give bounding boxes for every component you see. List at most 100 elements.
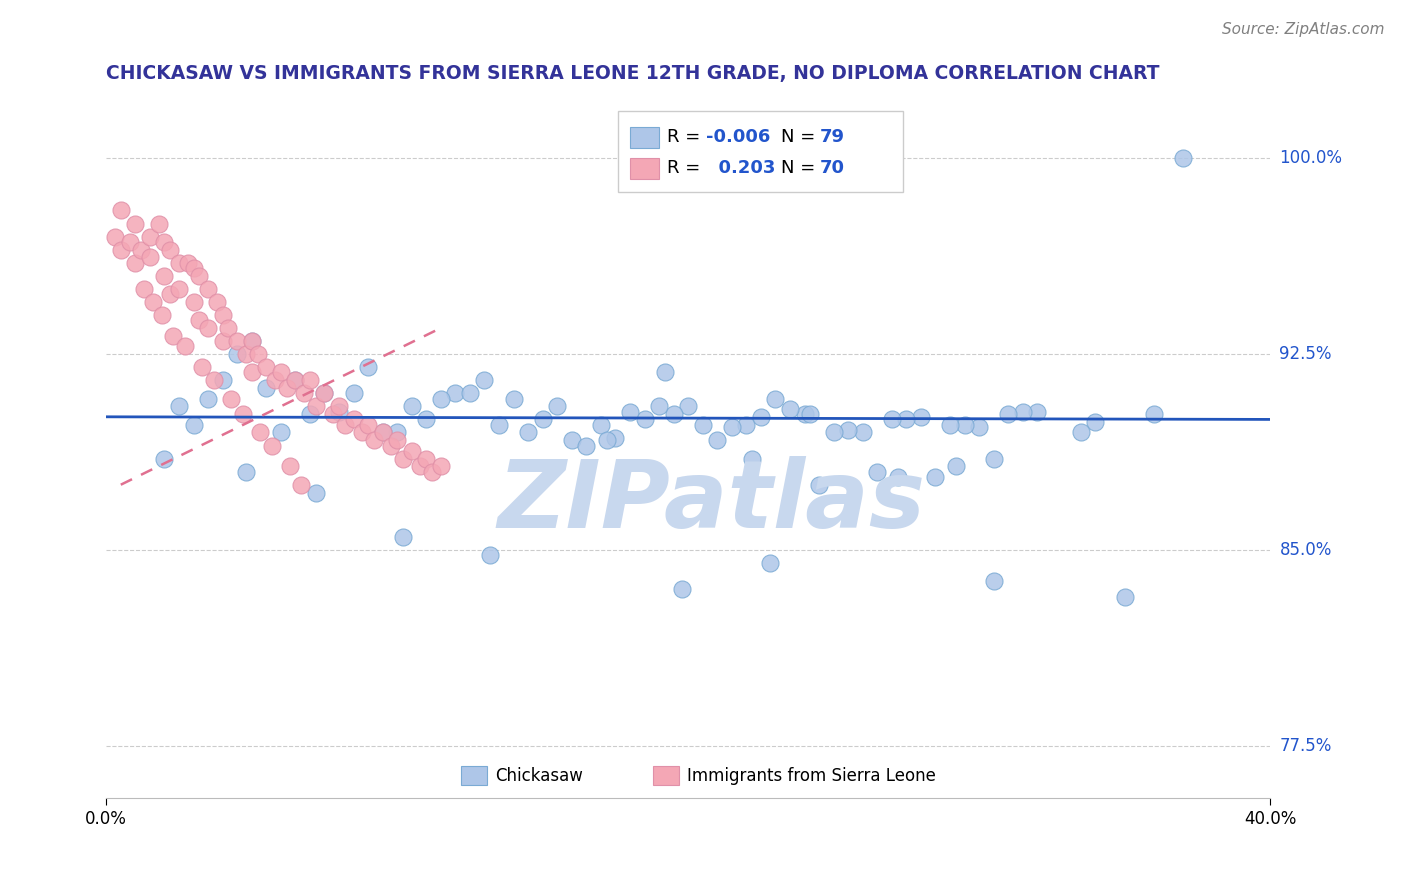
- Point: [211, 308, 233, 322]
- Point: [1143, 407, 1166, 421]
- Point: [1084, 415, 1107, 429]
- Point: [305, 485, 328, 500]
- Point: [352, 425, 374, 440]
- Point: [531, 412, 554, 426]
- Point: [197, 392, 219, 406]
- Point: [720, 420, 742, 434]
- Point: [692, 417, 714, 432]
- Point: [118, 235, 141, 249]
- Point: [939, 417, 962, 432]
- Point: [104, 229, 127, 244]
- Point: [852, 425, 875, 440]
- Point: [799, 407, 821, 421]
- Point: [153, 268, 176, 283]
- Point: [575, 438, 598, 452]
- Point: [880, 412, 903, 426]
- Point: [793, 407, 815, 421]
- Point: [305, 400, 328, 414]
- Point: [401, 400, 423, 414]
- Point: [654, 366, 676, 380]
- Point: [262, 438, 284, 452]
- Text: 0.203: 0.203: [706, 160, 775, 178]
- Point: [264, 373, 287, 387]
- Point: [415, 451, 437, 466]
- Point: [110, 203, 132, 218]
- Point: [546, 400, 568, 414]
- Point: [211, 334, 233, 348]
- Point: [662, 407, 685, 421]
- Point: [183, 417, 205, 432]
- Point: [758, 556, 780, 570]
- Point: [561, 434, 583, 448]
- Point: [749, 409, 772, 424]
- Point: [148, 217, 170, 231]
- Point: [328, 404, 350, 418]
- Point: [924, 470, 946, 484]
- Point: [648, 400, 671, 414]
- Point: [226, 347, 249, 361]
- Text: 92.5%: 92.5%: [1279, 345, 1331, 363]
- Point: [197, 282, 219, 296]
- Point: [886, 470, 908, 484]
- Point: [823, 425, 845, 440]
- Point: [240, 334, 263, 348]
- Point: [129, 243, 152, 257]
- Text: N =: N =: [782, 128, 821, 146]
- Point: [314, 386, 336, 401]
- Point: [1114, 590, 1136, 604]
- Point: [322, 407, 344, 421]
- Point: [1070, 425, 1092, 440]
- Bar: [461, 765, 486, 786]
- Point: [502, 392, 524, 406]
- Point: [298, 407, 321, 421]
- Text: Chickasaw: Chickasaw: [495, 766, 583, 785]
- Point: [595, 434, 617, 448]
- Point: [235, 347, 257, 361]
- Point: [357, 360, 380, 375]
- Point: [292, 386, 315, 401]
- Point: [619, 404, 641, 418]
- Point: [188, 268, 211, 283]
- Point: [139, 229, 162, 244]
- Point: [191, 360, 214, 375]
- Point: [270, 425, 292, 440]
- Text: Immigrants from Sierra Leone: Immigrants from Sierra Leone: [688, 766, 936, 785]
- Text: Source: ZipAtlas.com: Source: ZipAtlas.com: [1222, 22, 1385, 37]
- Text: -0.006: -0.006: [706, 128, 770, 146]
- Point: [159, 243, 181, 257]
- Point: [278, 459, 301, 474]
- Point: [837, 423, 859, 437]
- Point: [183, 260, 205, 275]
- Point: [1171, 151, 1194, 165]
- Point: [706, 434, 728, 448]
- Point: [298, 373, 321, 387]
- Point: [150, 308, 173, 322]
- Point: [167, 400, 190, 414]
- Point: [401, 443, 423, 458]
- Text: 100.0%: 100.0%: [1279, 149, 1343, 167]
- Point: [371, 425, 394, 440]
- Point: [605, 431, 627, 445]
- Point: [983, 451, 1005, 466]
- Point: [953, 417, 976, 432]
- Point: [162, 329, 184, 343]
- Point: [633, 412, 655, 426]
- Point: [380, 438, 402, 452]
- Point: [357, 417, 380, 432]
- Point: [392, 451, 415, 466]
- Text: 79: 79: [820, 128, 845, 146]
- Point: [589, 417, 612, 432]
- Point: [211, 373, 233, 387]
- Bar: [654, 765, 679, 786]
- Point: [420, 465, 443, 479]
- Point: [866, 465, 889, 479]
- Point: [676, 400, 699, 414]
- Point: [254, 381, 277, 395]
- Point: [167, 256, 190, 270]
- Point: [430, 459, 453, 474]
- Bar: [630, 127, 659, 148]
- Text: 70: 70: [820, 160, 845, 178]
- Point: [226, 334, 249, 348]
- Point: [328, 400, 350, 414]
- Point: [284, 373, 307, 387]
